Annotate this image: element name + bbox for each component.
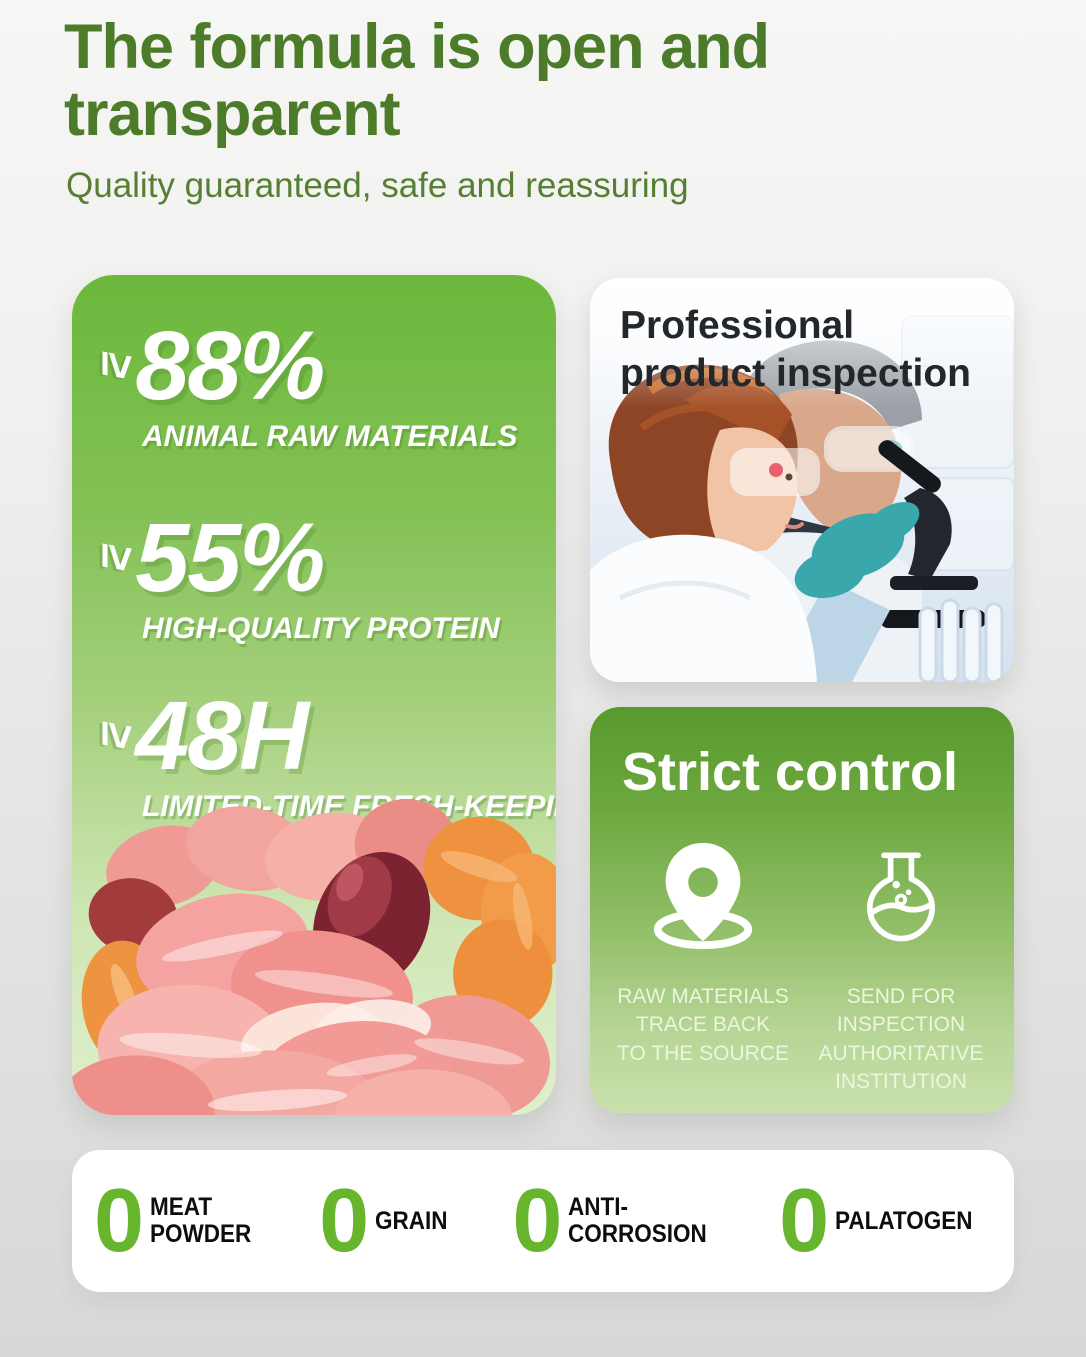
zero-item-palatogen: 0 PALATOGEN bbox=[779, 1176, 988, 1266]
feature-traceability: RAW MATERIALS TRACE BACK TO THE SOURCE bbox=[604, 835, 802, 1096]
zero-label: PALATOGEN bbox=[835, 1206, 973, 1235]
zero-additives-bar: 0 MEAT POWDER 0 GRAIN 0 ANTI- CORROSION … bbox=[72, 1150, 1014, 1292]
stat-value: 55% bbox=[135, 503, 325, 612]
zero-label: MEAT POWDER bbox=[150, 1193, 252, 1248]
page-subtitle: Quality guaranteed, safe and reassuring bbox=[66, 166, 689, 205]
zero-item-grain: 0 GRAIN bbox=[319, 1176, 456, 1266]
stat-label: HIGH-QUALITY PROTEIN bbox=[142, 612, 500, 646]
stats-card: ≥ 88% ANIMAL RAW MATERIALS ≥ 55% HIGH-QU… bbox=[72, 275, 556, 1115]
stat-high-quality-protein: ≥ 55% HIGH-QUALITY PROTEIN bbox=[72, 503, 556, 646]
inspection-title: Professional product inspection bbox=[620, 304, 971, 395]
feature-caption: SEND FOR INSPECTION AUTHORITATIVE INSTIT… bbox=[818, 985, 984, 1094]
zero-value: 0 bbox=[779, 1171, 829, 1271]
control-title: Strict control bbox=[622, 742, 959, 802]
zero-value: 0 bbox=[512, 1171, 562, 1271]
stat-fresh-keeping: ≥ 48H LIMITED-TIME FRESH-KEEPING bbox=[72, 681, 556, 824]
flask-icon bbox=[849, 835, 953, 957]
location-pin-icon bbox=[644, 835, 762, 957]
stat-value: 88% bbox=[135, 311, 325, 420]
zero-value: 0 bbox=[94, 1171, 144, 1271]
meat-photo bbox=[72, 798, 556, 1115]
control-features: RAW MATERIALS TRACE BACK TO THE SOURCE S… bbox=[590, 835, 1014, 1096]
zero-item-meat-powder: 0 MEAT POWDER bbox=[94, 1176, 263, 1266]
zero-label: GRAIN bbox=[375, 1206, 448, 1235]
stat-animal-raw-materials: ≥ 88% ANIMAL RAW MATERIALS bbox=[72, 311, 556, 454]
zero-value: 0 bbox=[319, 1171, 369, 1271]
inspection-photo bbox=[590, 278, 1014, 682]
control-card: Strict control RAW MATERIALS TRACE BACK … bbox=[590, 707, 1014, 1113]
zero-item-anti-corrosion: 0 ANTI- CORROSION bbox=[512, 1176, 722, 1266]
zero-label: ANTI- CORROSION bbox=[568, 1193, 708, 1248]
inspection-card: Professional product inspection bbox=[590, 278, 1014, 682]
stat-label: ANIMAL RAW MATERIALS bbox=[142, 420, 518, 454]
stat-value: 48H bbox=[135, 681, 309, 790]
page-title: The formula is open and transparent bbox=[64, 12, 770, 149]
feature-inspection: SEND FOR INSPECTION AUTHORITATIVE INSTIT… bbox=[802, 835, 1000, 1096]
feature-caption: RAW MATERIALS TRACE BACK TO THE SOURCE bbox=[617, 985, 789, 1065]
